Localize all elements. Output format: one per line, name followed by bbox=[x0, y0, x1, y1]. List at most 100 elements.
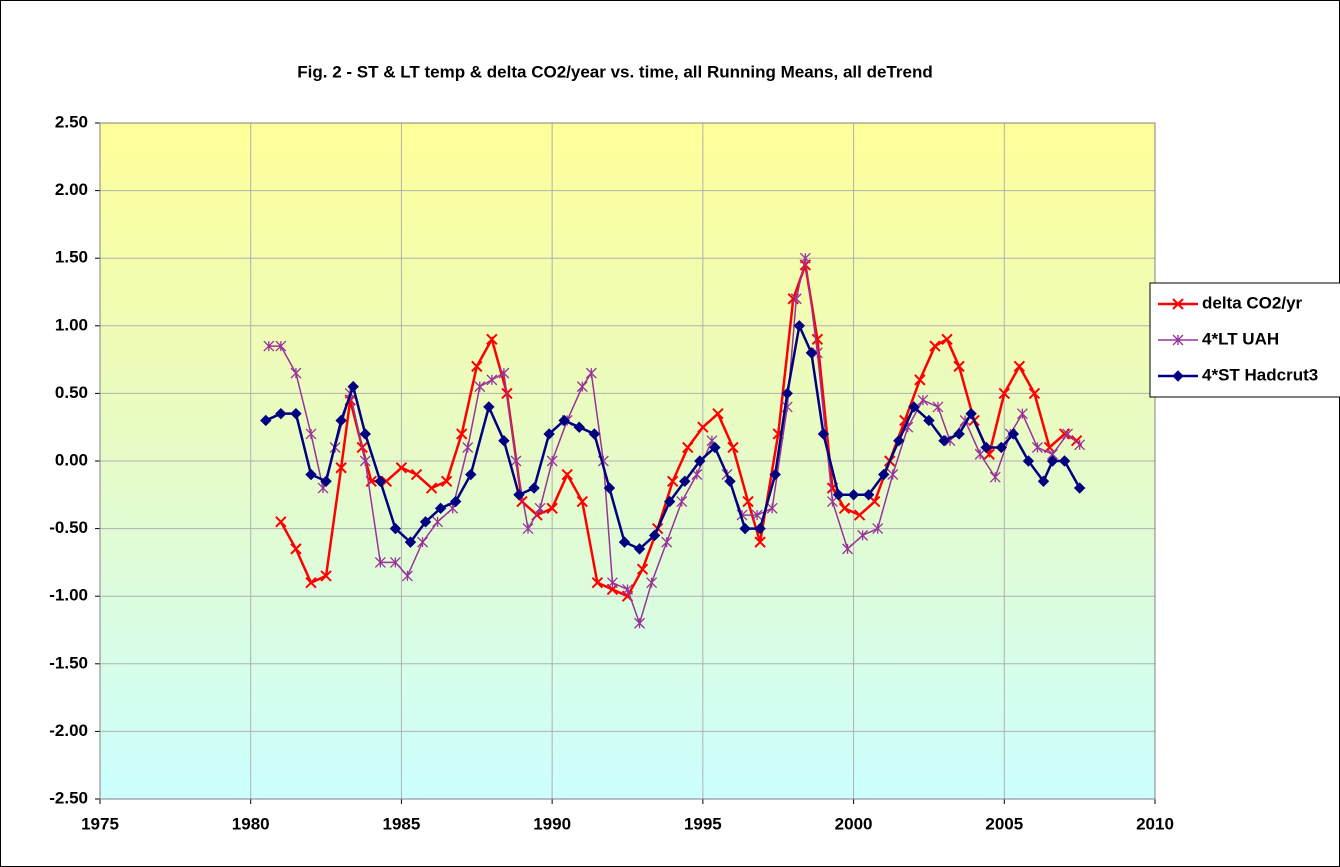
marker bbox=[832, 489, 845, 501]
marker bbox=[847, 489, 860, 501]
marker bbox=[1013, 360, 1026, 373]
marker bbox=[754, 522, 766, 535]
marker bbox=[634, 617, 646, 629]
marker bbox=[923, 414, 935, 427]
marker bbox=[1028, 387, 1041, 400]
marker bbox=[724, 475, 736, 487]
marker bbox=[676, 496, 688, 508]
marker bbox=[1037, 475, 1050, 487]
marker bbox=[576, 495, 588, 508]
x-tick-label: 1980 bbox=[232, 814, 270, 833]
marker bbox=[633, 543, 646, 555]
marker bbox=[606, 577, 618, 589]
marker bbox=[622, 583, 633, 595]
x-tick-label: 1995 bbox=[684, 814, 722, 833]
marker bbox=[534, 502, 546, 514]
marker bbox=[1073, 482, 1086, 494]
marker bbox=[805, 347, 818, 359]
marker bbox=[558, 414, 570, 427]
marker bbox=[471, 360, 483, 373]
marker bbox=[359, 428, 371, 440]
marker bbox=[588, 428, 601, 440]
marker bbox=[546, 502, 558, 515]
marker bbox=[709, 441, 721, 454]
marker bbox=[1022, 455, 1035, 467]
marker bbox=[305, 576, 317, 589]
marker bbox=[410, 468, 423, 481]
marker bbox=[661, 536, 673, 548]
marker bbox=[862, 489, 875, 501]
marker bbox=[811, 333, 824, 346]
marker bbox=[456, 428, 468, 440]
marker bbox=[908, 401, 920, 413]
marker bbox=[697, 421, 709, 433]
marker bbox=[389, 522, 402, 535]
marker bbox=[998, 387, 1010, 400]
marker bbox=[374, 556, 386, 568]
marker bbox=[1016, 408, 1028, 420]
marker bbox=[751, 509, 763, 521]
marker bbox=[663, 495, 676, 508]
marker bbox=[989, 471, 1001, 483]
legend-label: delta CO2/yr bbox=[1202, 293, 1303, 312]
marker bbox=[543, 428, 555, 440]
marker bbox=[667, 475, 679, 487]
marker bbox=[872, 523, 884, 535]
marker bbox=[425, 482, 438, 494]
marker bbox=[857, 529, 869, 541]
marker bbox=[799, 252, 811, 264]
y-tick-label: -0.50 bbox=[49, 518, 88, 537]
marker bbox=[275, 516, 287, 528]
marker bbox=[474, 381, 486, 393]
marker bbox=[694, 455, 706, 467]
marker bbox=[510, 455, 522, 467]
marker bbox=[965, 407, 977, 420]
marker bbox=[591, 576, 604, 589]
marker bbox=[811, 347, 823, 359]
marker bbox=[995, 441, 1007, 454]
marker bbox=[522, 523, 534, 535]
marker bbox=[603, 482, 616, 494]
legend-marker bbox=[1172, 370, 1184, 382]
legend-label: 4*LT UAH bbox=[1202, 329, 1279, 348]
marker bbox=[462, 442, 474, 453]
marker bbox=[380, 475, 393, 487]
marker bbox=[941, 333, 953, 346]
marker bbox=[817, 428, 830, 440]
marker bbox=[585, 367, 597, 379]
marker bbox=[275, 407, 287, 420]
y-tick-label: -1.00 bbox=[49, 586, 88, 605]
marker bbox=[636, 563, 649, 575]
x-tick-label: 2010 bbox=[1136, 814, 1174, 833]
marker bbox=[305, 468, 317, 481]
marker bbox=[679, 475, 691, 487]
marker bbox=[335, 462, 347, 474]
x-tick-label: 1975 bbox=[81, 814, 119, 833]
marker bbox=[573, 421, 585, 433]
marker bbox=[868, 495, 881, 508]
marker bbox=[440, 475, 453, 487]
marker bbox=[320, 475, 332, 487]
y-tick-label: 2.50 bbox=[55, 112, 88, 131]
marker bbox=[498, 435, 510, 447]
marker bbox=[932, 401, 944, 413]
marker bbox=[953, 428, 965, 440]
marker bbox=[754, 536, 766, 548]
marker bbox=[953, 360, 965, 373]
y-tick-label: 1.50 bbox=[55, 248, 88, 267]
marker bbox=[513, 489, 525, 501]
marker bbox=[853, 509, 866, 521]
marker bbox=[290, 543, 302, 555]
marker bbox=[576, 381, 588, 393]
y-tick-label: -2.00 bbox=[49, 721, 88, 740]
marker bbox=[404, 536, 417, 548]
x-tick-label: 2000 bbox=[835, 814, 873, 833]
marker bbox=[1062, 428, 1074, 440]
marker bbox=[781, 387, 793, 400]
marker bbox=[320, 570, 332, 582]
marker bbox=[878, 468, 890, 481]
marker bbox=[712, 407, 724, 420]
marker bbox=[486, 374, 498, 386]
marker bbox=[618, 536, 631, 548]
